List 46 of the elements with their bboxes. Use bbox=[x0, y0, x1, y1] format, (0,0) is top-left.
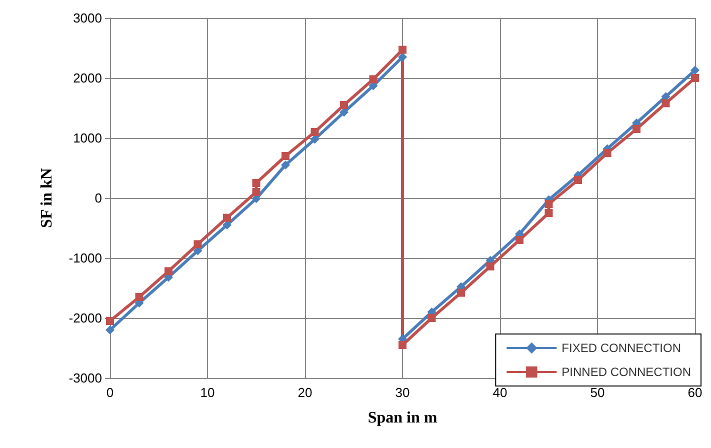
y-tick-label: 3000 bbox=[73, 10, 102, 26]
point bbox=[428, 314, 436, 322]
point bbox=[281, 160, 290, 170]
point bbox=[398, 52, 407, 62]
legend-label: PINNED CONNECTION bbox=[562, 365, 692, 379]
point bbox=[544, 209, 553, 217]
y-tick-label: -3000 bbox=[68, 370, 102, 386]
legend-label: FIXED CONNECTION bbox=[562, 341, 682, 355]
x-axis-title: Span in m bbox=[368, 410, 438, 426]
point bbox=[282, 152, 290, 160]
y-tick-label: -1000 bbox=[68, 250, 102, 266]
point bbox=[252, 179, 260, 187]
x-tick-label: 0 bbox=[106, 385, 114, 400]
point bbox=[603, 149, 612, 157]
point bbox=[222, 220, 232, 230]
x-tick-label: 20 bbox=[298, 385, 312, 400]
point bbox=[310, 128, 319, 136]
point bbox=[662, 99, 670, 108]
y-tick-label: -2000 bbox=[68, 310, 102, 326]
x-tick-label: 40 bbox=[492, 385, 508, 400]
y-axis-title: SF in kN bbox=[38, 168, 56, 228]
y-tick-label: 2000 bbox=[73, 70, 102, 86]
x-tick-label: 10 bbox=[200, 385, 215, 400]
point bbox=[223, 214, 231, 222]
point bbox=[194, 240, 202, 248]
point bbox=[135, 293, 144, 301]
point bbox=[516, 236, 524, 244]
point bbox=[457, 288, 465, 297]
y-tick-label: 0 bbox=[94, 190, 102, 206]
point bbox=[106, 326, 114, 334]
point bbox=[398, 341, 406, 349]
point bbox=[544, 200, 553, 208]
x-tick-label: 60 bbox=[688, 385, 702, 400]
point bbox=[632, 125, 640, 133]
point bbox=[164, 267, 172, 276]
point bbox=[340, 101, 348, 109]
point bbox=[486, 262, 494, 270]
point bbox=[574, 176, 582, 184]
point bbox=[690, 66, 700, 75]
x-tick-label: 50 bbox=[590, 385, 605, 400]
point bbox=[252, 188, 260, 196]
point bbox=[369, 75, 378, 84]
x-tick-label: 30 bbox=[395, 385, 410, 400]
point bbox=[398, 46, 406, 54]
y-tick-label: 1000 bbox=[73, 130, 102, 146]
point bbox=[691, 74, 699, 82]
